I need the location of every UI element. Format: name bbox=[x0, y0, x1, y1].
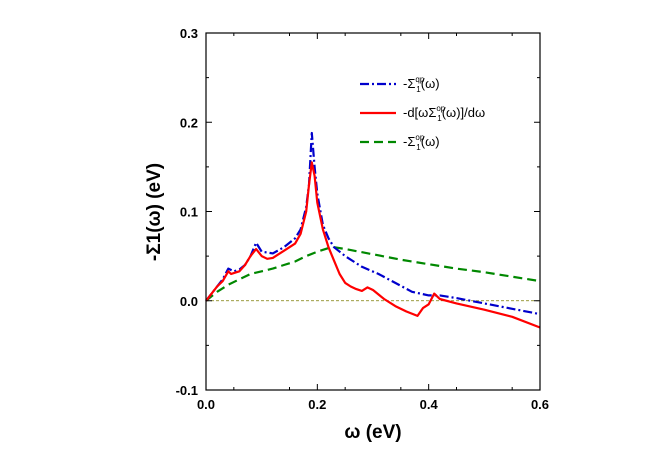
legend-label-sup: op bbox=[436, 104, 445, 113]
legend-label-sub: 1 bbox=[437, 114, 442, 123]
y-tick-label: -0.1 bbox=[176, 383, 198, 398]
x-tick-label: 0.2 bbox=[308, 397, 326, 412]
y-tick-label: 0.0 bbox=[180, 294, 198, 309]
y-tick-label: 0.3 bbox=[180, 26, 198, 41]
legend-label-tail: (ω)]/dω bbox=[442, 105, 485, 120]
legend-label-tail: (ω) bbox=[421, 76, 440, 91]
legend-label-tail: (ω) bbox=[421, 134, 440, 149]
legend-label-sup: op bbox=[415, 133, 424, 142]
series-line-1 bbox=[205, 161, 541, 329]
series-layer bbox=[205, 131, 541, 329]
x-axis-title: ω (eV) bbox=[344, 422, 401, 443]
series-line-2 bbox=[205, 246, 541, 302]
x-tick-label: 0.4 bbox=[420, 397, 439, 412]
y-tick-label: 0.1 bbox=[180, 205, 198, 220]
tick-layer: 0.0 0.2 0.4 0.6-0.10.00.10.20.3 bbox=[176, 26, 549, 412]
y-axis-title: -Σ1(ω) (eV) bbox=[144, 163, 165, 261]
legend-label-main: -Σ bbox=[403, 76, 415, 91]
plot-frame bbox=[205, 32, 541, 391]
legend-label-sub: 1 bbox=[416, 143, 421, 152]
legend-label-sub: 1 bbox=[416, 85, 421, 94]
legend-label-sup: qp bbox=[415, 75, 424, 84]
legend-label-main: -Σ bbox=[403, 134, 415, 149]
series-line-0 bbox=[205, 131, 541, 316]
legend: -Σqp 1(ω)-d[ωΣop 1(ω)]/dω-Σop 1(ω) bbox=[360, 75, 485, 152]
x-tick-label: 0.0 bbox=[197, 397, 215, 412]
legend-label-0: -Σqp 1(ω) bbox=[403, 75, 440, 94]
x-tick-label: 0.6 bbox=[531, 397, 549, 412]
y-tick-label: 0.2 bbox=[180, 115, 198, 130]
legend-label-main: -d[ωΣ bbox=[403, 105, 436, 120]
legend-label-1: -d[ωΣop 1(ω)]/dω bbox=[403, 104, 485, 123]
legend-label-2: -Σop 1(ω) bbox=[403, 133, 440, 152]
